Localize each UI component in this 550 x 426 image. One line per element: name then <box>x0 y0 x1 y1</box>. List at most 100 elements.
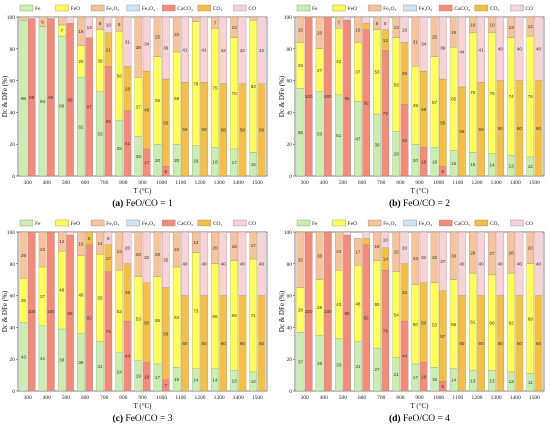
data-label: 15 <box>432 377 438 382</box>
data-label: 14 <box>383 257 389 262</box>
bar-segment-carbon <box>362 238 370 245</box>
bar-segment-carbon <box>304 16 313 177</box>
data-label: 40 <box>498 262 504 267</box>
data-label: 11 <box>528 380 533 385</box>
data-label: 13 <box>87 25 93 30</box>
data-label: 98 <box>344 96 350 101</box>
legend-label: Fe₃O₄ <box>142 221 155 227</box>
data-label: 41 <box>202 47 208 52</box>
legend-label: FeO <box>71 221 81 227</box>
data-label: 69 <box>232 313 238 318</box>
x-tick-label: 500 <box>339 395 348 401</box>
data-label: 24 <box>336 249 342 254</box>
data-label: 25 <box>136 154 142 159</box>
bar-segment-iron <box>19 231 28 279</box>
legend-label: CO <box>248 221 256 227</box>
x-tick-label: 1400 <box>233 180 244 186</box>
data-label: 100 <box>305 94 313 99</box>
data-label: 10 <box>470 23 476 28</box>
y-tick-label: 40 <box>287 325 293 331</box>
x-tick-label: 1100 <box>452 180 463 186</box>
y-axis-label: Dc & DFe (%) <box>278 290 286 332</box>
x-tick-label: 400 <box>43 180 52 186</box>
data-label: 36 <box>125 290 131 295</box>
data-label: 28 <box>136 252 142 257</box>
x-tick-label: 1500 <box>529 395 540 401</box>
data-label: 75 <box>212 85 218 90</box>
panel-caption: (c) FeO/CO = 3 <box>113 413 173 424</box>
y-tick-label: 0 <box>289 389 292 395</box>
bar-segment-carbon <box>439 231 447 291</box>
data-label: 18 <box>78 29 84 34</box>
data-label: 17 <box>232 160 238 165</box>
data-label: 54 <box>394 312 400 317</box>
y-tick-label: 60 <box>287 79 293 85</box>
caption-text: FeO/CO = 3 <box>123 414 173 424</box>
legend-label: CaCO₃ <box>454 221 470 227</box>
data-label: 20 <box>402 246 408 251</box>
legend-swatch <box>162 4 176 12</box>
legend-swatch <box>403 219 417 227</box>
bar-segment-carbon <box>85 16 93 38</box>
y-tick-label: 40 <box>287 110 293 116</box>
bar-segment-iron <box>249 231 258 260</box>
bar-segment-carbon <box>477 231 485 296</box>
data-label: 32 <box>421 255 427 260</box>
bar-segment-carbon <box>515 16 524 81</box>
data-label: 60 <box>259 341 265 346</box>
bar-segment-carbon <box>219 16 228 84</box>
legend-swatch <box>90 219 105 227</box>
legend-swatch <box>439 219 453 227</box>
bar-segment-iron <box>296 231 305 288</box>
bar-segment-iron <box>354 238 362 266</box>
legend-swatch <box>474 219 489 227</box>
data-label: 87 <box>87 105 93 110</box>
bar-segment-carbon <box>419 16 428 72</box>
bar-segment-iron <box>192 231 200 253</box>
x-tick-label: 1400 <box>233 395 244 401</box>
data-label: 31 <box>97 364 103 369</box>
y-tick-label: 60 <box>10 294 16 300</box>
bar-segment-iron <box>38 231 47 268</box>
data-label: 100 <box>47 309 55 314</box>
y-tick-label: 80 <box>287 47 293 53</box>
y-tick-label: 20 <box>287 357 293 363</box>
data-label: 17 <box>251 243 257 248</box>
legend-label: FeO <box>71 6 81 12</box>
legend-label: Fe₃O₄ <box>419 6 432 12</box>
y-tick-label: 0 <box>12 389 15 395</box>
data-label: 42 <box>240 48 246 53</box>
data-label: 15 <box>251 162 257 167</box>
bar-segment-carbon <box>324 16 332 177</box>
data-label: 40 <box>498 47 504 52</box>
y-tick-label: 80 <box>10 262 16 268</box>
bar-segment-iron <box>411 16 420 67</box>
bar-segment-carbon <box>27 16 36 19</box>
bar-segment-iron <box>57 231 66 252</box>
x-tick-label: 800 <box>119 180 128 186</box>
legend-swatch <box>19 219 34 227</box>
y-tick-label: 0 <box>12 174 15 180</box>
data-label: 40 <box>536 262 542 267</box>
bar-segment-carbon <box>343 16 351 21</box>
data-label: 18 <box>374 244 380 249</box>
data-label: 100 <box>324 309 332 314</box>
data-label: 40 <box>240 262 246 267</box>
data-label: 44 <box>402 354 408 359</box>
data-label: 92 <box>364 316 370 321</box>
data-label: 8 <box>99 21 102 26</box>
bar-segment-carbon <box>162 16 170 80</box>
data-label: 40 <box>182 262 188 267</box>
data-label: 62 <box>509 320 515 325</box>
data-label: 40 <box>536 47 542 52</box>
legend-label: Fe₂O₃ <box>106 221 119 227</box>
x-tick-label: 1300 <box>214 180 225 186</box>
chart-panel-a: Fe FeO Fe₂O₃ Fe₃O₄ CaCO₃ CO₂ CO 0 20 40 60 80 100 Dc … <box>1 4 268 209</box>
plot-frame <box>17 16 268 177</box>
data-label: 59 <box>394 82 400 87</box>
data-label: 7 <box>165 383 168 388</box>
bar-segment-iron <box>115 16 123 32</box>
bar-segment-iron <box>192 16 200 22</box>
data-label: 14 <box>97 241 103 246</box>
data-label: 20 <box>174 158 180 163</box>
